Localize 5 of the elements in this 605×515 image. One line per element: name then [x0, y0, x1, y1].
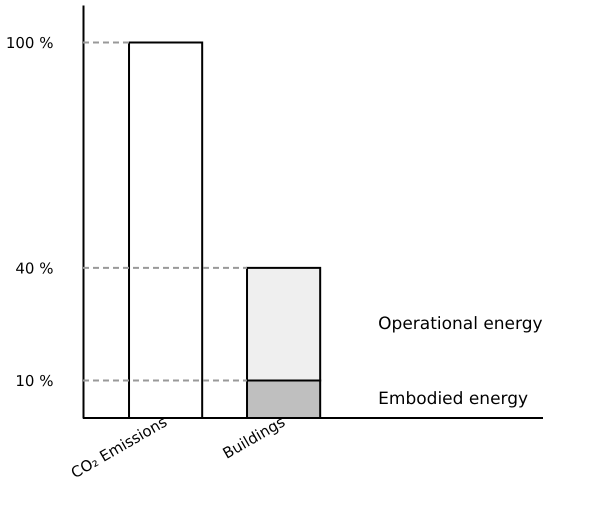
text: Operational energy: [378, 314, 543, 334]
y-tick-label: 100 %: [6, 34, 54, 52]
y-tick-label: 10 %: [15, 372, 54, 390]
y-tick-label: 40 %: [15, 259, 54, 278]
text: Embodied energy: [378, 389, 528, 410]
